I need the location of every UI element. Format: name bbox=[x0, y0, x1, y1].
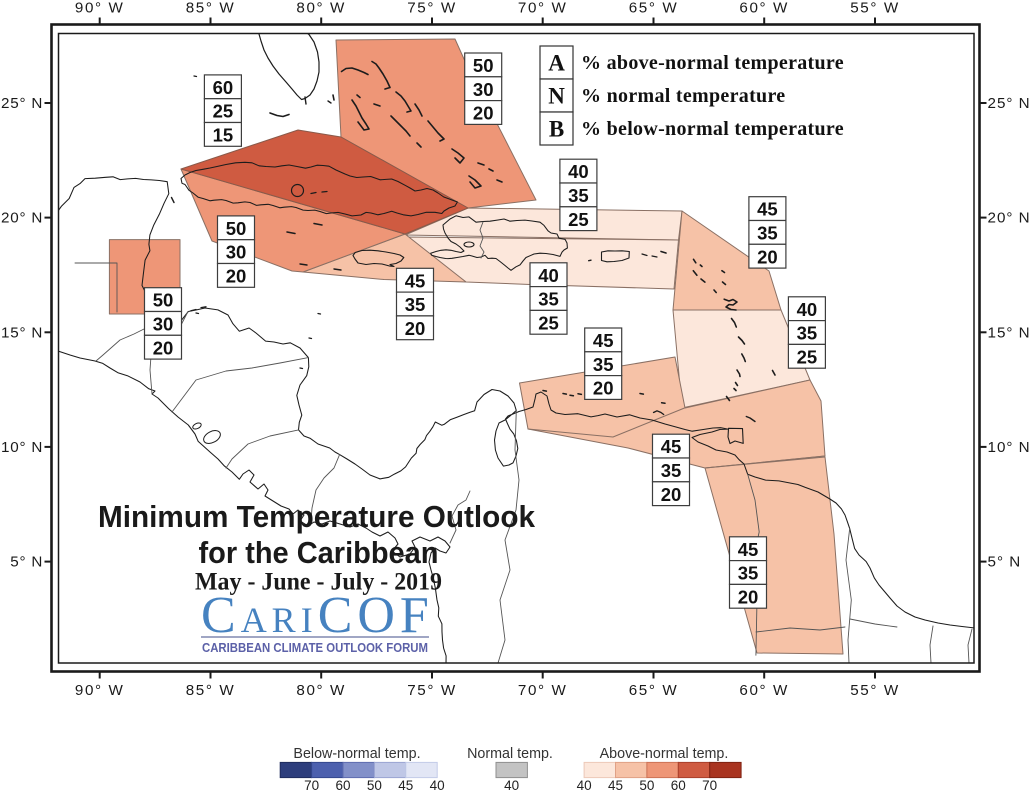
svg-text:20: 20 bbox=[661, 484, 682, 505]
svg-text:A: A bbox=[548, 51, 565, 76]
svg-text:25: 25 bbox=[797, 346, 818, 367]
svg-text:20° N: 20° N bbox=[988, 210, 1030, 227]
svg-text:25° N: 25° N bbox=[988, 95, 1030, 112]
svg-text:60: 60 bbox=[671, 778, 686, 791]
svg-text:60: 60 bbox=[335, 778, 350, 791]
svg-text:35: 35 bbox=[593, 354, 614, 375]
svg-text:30: 30 bbox=[226, 242, 247, 263]
svg-text:45: 45 bbox=[608, 778, 623, 791]
svg-text:35: 35 bbox=[405, 294, 426, 315]
svg-text:5° N: 5° N bbox=[988, 554, 1022, 571]
svg-text:Normal temp.: Normal temp. bbox=[467, 746, 553, 762]
svg-text:45: 45 bbox=[661, 436, 682, 457]
svg-text:35: 35 bbox=[797, 323, 818, 344]
svg-text:70: 70 bbox=[702, 778, 717, 791]
svg-text:for the Caribbean: for the Caribbean bbox=[199, 535, 439, 570]
svg-text:Minimum Temperature Outlook: Minimum Temperature Outlook bbox=[98, 499, 536, 534]
svg-text:65° W: 65° W bbox=[629, 0, 679, 17]
svg-text:May - June - July - 2019: May - June - July - 2019 bbox=[195, 569, 442, 596]
svg-text:20: 20 bbox=[738, 586, 759, 607]
svg-text:85° W: 85° W bbox=[186, 682, 236, 699]
svg-text:55° W: 55° W bbox=[850, 682, 900, 699]
svg-text:25: 25 bbox=[213, 101, 234, 122]
svg-text:35: 35 bbox=[538, 289, 559, 310]
svg-text:75° W: 75° W bbox=[407, 682, 457, 699]
svg-text:% normal temperature: % normal temperature bbox=[581, 85, 785, 107]
svg-text:45: 45 bbox=[757, 199, 778, 220]
svg-text:90° W: 90° W bbox=[75, 682, 125, 699]
svg-text:65° W: 65° W bbox=[629, 682, 679, 699]
svg-text:50: 50 bbox=[367, 778, 382, 791]
svg-text:50: 50 bbox=[153, 290, 174, 311]
svg-text:75° W: 75° W bbox=[407, 0, 457, 17]
svg-text:25: 25 bbox=[568, 209, 589, 230]
svg-text:B: B bbox=[549, 117, 564, 142]
svg-text:40: 40 bbox=[430, 778, 445, 791]
svg-text:60: 60 bbox=[213, 77, 234, 98]
svg-text:20: 20 bbox=[153, 337, 174, 358]
svg-text:Below-normal temp.: Below-normal temp. bbox=[293, 746, 420, 762]
svg-text:60° W: 60° W bbox=[739, 0, 789, 17]
svg-text:25: 25 bbox=[538, 312, 559, 333]
svg-text:20: 20 bbox=[593, 378, 614, 399]
svg-text:50: 50 bbox=[226, 218, 247, 239]
svg-text:70° W: 70° W bbox=[518, 682, 568, 699]
svg-text:80° W: 80° W bbox=[296, 682, 346, 699]
svg-text:% below-normal temperature: % below-normal temperature bbox=[581, 118, 844, 140]
svg-text:35: 35 bbox=[568, 185, 589, 206]
svg-text:% above-normal temperature: % above-normal temperature bbox=[581, 52, 844, 74]
svg-text:40: 40 bbox=[538, 265, 559, 286]
svg-text:50: 50 bbox=[473, 55, 494, 76]
svg-text:30: 30 bbox=[153, 314, 174, 335]
svg-text:60° W: 60° W bbox=[739, 682, 789, 699]
svg-text:50: 50 bbox=[639, 778, 654, 791]
svg-text:80° W: 80° W bbox=[296, 0, 346, 17]
svg-text:40: 40 bbox=[568, 161, 589, 182]
svg-text:CARIBBEAN CLIMATE OUTLOOK FORU: CARIBBEAN CLIMATE OUTLOOK FORUM bbox=[202, 640, 428, 655]
svg-text:40: 40 bbox=[797, 299, 818, 320]
svg-text:40: 40 bbox=[577, 778, 592, 791]
svg-text:10° N: 10° N bbox=[988, 439, 1030, 456]
svg-text:15° N: 15° N bbox=[988, 324, 1030, 341]
svg-text:35: 35 bbox=[757, 223, 778, 244]
svg-text:15: 15 bbox=[213, 125, 234, 146]
svg-text:45: 45 bbox=[593, 330, 614, 351]
svg-text:45: 45 bbox=[405, 270, 426, 291]
svg-text:70° W: 70° W bbox=[518, 0, 568, 17]
svg-text:35: 35 bbox=[738, 563, 759, 584]
svg-text:30: 30 bbox=[473, 79, 494, 100]
svg-text:20: 20 bbox=[473, 103, 494, 124]
svg-text:20: 20 bbox=[405, 318, 426, 339]
svg-text:CARICOF: CARICOF bbox=[201, 587, 434, 644]
svg-text:40: 40 bbox=[504, 778, 519, 791]
svg-text:45: 45 bbox=[738, 539, 759, 560]
svg-text:90° W: 90° W bbox=[75, 0, 125, 17]
svg-text:70: 70 bbox=[304, 778, 319, 791]
svg-text:15° N: 15° N bbox=[1, 324, 43, 341]
svg-text:85° W: 85° W bbox=[186, 0, 236, 17]
svg-text:5° N: 5° N bbox=[10, 554, 43, 571]
svg-text:20° N: 20° N bbox=[1, 210, 43, 227]
svg-text:Above-normal temp.: Above-normal temp. bbox=[600, 746, 729, 762]
svg-text:20: 20 bbox=[226, 266, 247, 287]
svg-text:25° N: 25° N bbox=[1, 95, 43, 112]
svg-text:20: 20 bbox=[757, 246, 778, 267]
svg-text:10° N: 10° N bbox=[1, 439, 43, 456]
svg-text:35: 35 bbox=[661, 460, 682, 481]
svg-text:N: N bbox=[548, 84, 565, 109]
svg-text:55° W: 55° W bbox=[850, 0, 900, 17]
svg-text:45: 45 bbox=[398, 778, 413, 791]
